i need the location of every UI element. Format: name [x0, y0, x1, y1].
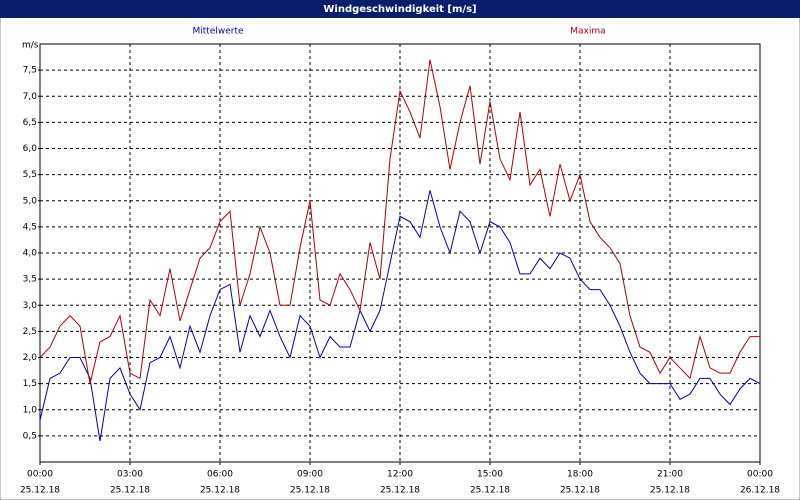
legend-label: Mittelwerte — [192, 27, 243, 37]
y-tick-label: 0,5 — [23, 431, 37, 441]
x-tick-label: 18:00 — [567, 470, 593, 480]
x-tick-label: 00:00 — [747, 470, 773, 480]
series-line — [39, 59, 760, 384]
x-tick-date: 25.12.18 — [470, 486, 510, 496]
x-tick-date: 25.12.18 — [560, 486, 600, 496]
y-tick-label: 1,5 — [23, 379, 37, 389]
x-tick-date: 25.12.18 — [200, 486, 240, 496]
x-tick-label: 03:00 — [117, 470, 143, 480]
chart-title: Windgeschwindigkeit [m/s] — [323, 4, 476, 15]
x-tick-date: 25.12.18 — [380, 486, 420, 496]
y-tick-label: 1,0 — [23, 405, 38, 415]
y-tick-label: 7,5 — [23, 66, 37, 76]
title-bar — [0, 0, 800, 18]
x-tick-label: 06:00 — [207, 470, 233, 480]
y-tick-label: 2,5 — [23, 327, 37, 337]
legend-label: Maxima — [570, 27, 605, 37]
y-tick-label: 4,0 — [23, 249, 38, 259]
y-tick-label: 3,0 — [23, 301, 38, 311]
y-tick-label: 7,0 — [23, 92, 38, 102]
x-tick-label: 15:00 — [477, 470, 503, 480]
y-tick-label: 3,5 — [23, 275, 37, 285]
x-tick-label: 09:00 — [297, 470, 323, 480]
x-tick-date: 25.12.18 — [290, 486, 330, 496]
x-tick-label: 21:00 — [657, 470, 683, 480]
x-tick-label: 00:00 — [27, 470, 53, 480]
x-tick-date: 25.12.18 — [20, 486, 60, 496]
y-tick-label: 5,5 — [23, 170, 37, 180]
y-axis-label: m/s — [22, 41, 39, 51]
x-tick-date: 26.12.18 — [740, 486, 780, 496]
x-tick-date: 25.12.18 — [110, 486, 150, 496]
y-tick-label: 5,0 — [23, 196, 38, 206]
x-tick-label: 12:00 — [387, 470, 413, 480]
series-line — [39, 190, 761, 442]
y-tick-label: 4,5 — [23, 222, 37, 232]
x-tick-date: 25.12.18 — [650, 486, 690, 496]
y-tick-label: 6,0 — [23, 144, 38, 154]
y-tick-label: 6,5 — [23, 118, 37, 128]
y-tick-label: 2,0 — [23, 353, 38, 363]
